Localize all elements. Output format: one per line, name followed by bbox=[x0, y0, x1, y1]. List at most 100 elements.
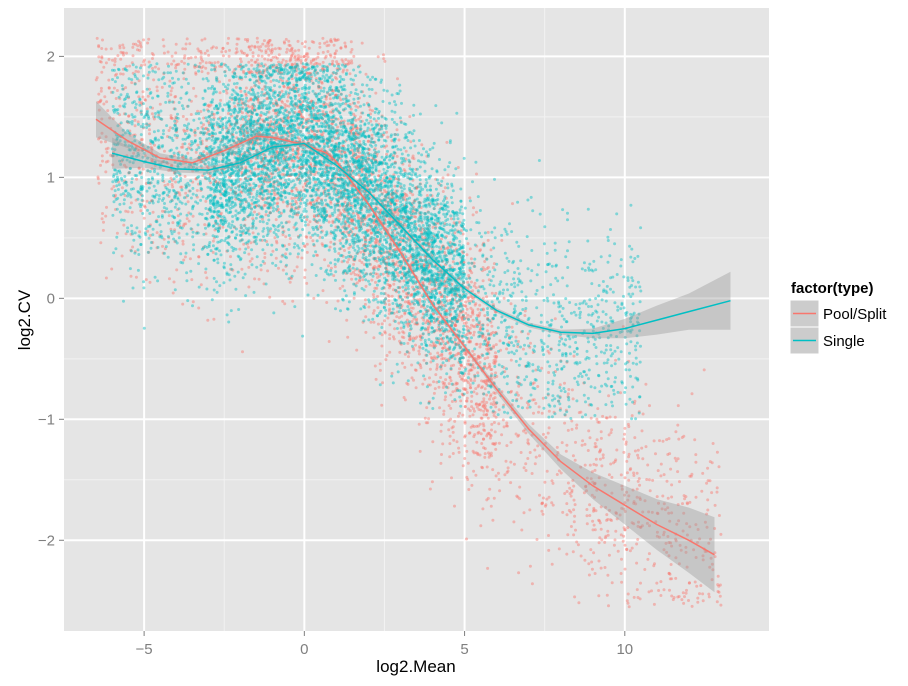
scatter-point bbox=[633, 436, 636, 439]
scatter-point bbox=[571, 489, 574, 492]
scatter-point bbox=[369, 321, 372, 324]
scatter-point bbox=[624, 544, 627, 547]
scatter-point bbox=[171, 87, 174, 90]
scatter-point bbox=[620, 533, 623, 536]
scatter-point bbox=[190, 278, 193, 281]
scatter-point bbox=[137, 40, 140, 43]
scatter-point bbox=[386, 136, 389, 139]
scatter-point bbox=[270, 44, 273, 47]
scatter-point bbox=[690, 475, 693, 478]
scatter-point bbox=[479, 343, 482, 346]
scatter-point bbox=[257, 46, 260, 49]
scatter-point bbox=[464, 301, 467, 304]
scatter-point bbox=[348, 94, 351, 97]
scatter-point bbox=[114, 57, 117, 60]
scatter-point bbox=[593, 524, 596, 527]
scatter-point bbox=[418, 423, 421, 426]
scatter-point bbox=[445, 141, 448, 144]
scatter-point bbox=[486, 273, 489, 276]
scatter-point bbox=[614, 416, 617, 419]
scatter-point bbox=[607, 604, 610, 607]
scatter-point bbox=[444, 208, 447, 211]
scatter-point bbox=[536, 538, 539, 541]
scatter-point bbox=[584, 443, 587, 446]
scatter-point bbox=[605, 513, 608, 516]
scatter-point bbox=[279, 47, 282, 50]
scatter-point bbox=[625, 460, 628, 463]
scatter-point bbox=[646, 558, 649, 561]
scatter-point bbox=[383, 319, 386, 322]
scatter-point bbox=[156, 86, 159, 89]
scatter-point bbox=[101, 160, 104, 163]
scatter-point bbox=[391, 295, 394, 298]
scatter-point bbox=[387, 299, 390, 302]
scatter-point bbox=[285, 60, 288, 63]
scatter-point bbox=[505, 347, 508, 350]
scatter-point bbox=[703, 368, 706, 371]
scatter-point bbox=[592, 528, 595, 531]
scatter-point bbox=[253, 211, 256, 214]
scatter-point bbox=[236, 43, 239, 46]
scatter-point bbox=[492, 391, 495, 394]
scatter-point bbox=[380, 404, 383, 407]
scatter-point bbox=[388, 323, 391, 326]
scatter-point bbox=[241, 350, 244, 353]
scatter-point bbox=[586, 514, 589, 517]
scatter-point bbox=[127, 114, 130, 117]
scatter-point bbox=[536, 385, 539, 388]
scatter-point bbox=[570, 525, 573, 528]
scatter-point bbox=[329, 246, 332, 249]
scatter-point bbox=[449, 435, 452, 438]
scatter-point bbox=[333, 56, 336, 59]
scatter-point bbox=[592, 507, 595, 510]
scatter-point bbox=[291, 197, 294, 200]
scatter-point bbox=[465, 450, 468, 453]
scatter-point bbox=[444, 398, 447, 401]
scatter-point bbox=[581, 439, 584, 442]
scatter-point bbox=[584, 464, 587, 467]
scatter-point bbox=[624, 476, 627, 479]
scatter-point bbox=[590, 561, 593, 564]
scatter-point bbox=[174, 51, 177, 54]
scatter-point bbox=[287, 40, 290, 43]
scatter-point bbox=[183, 62, 186, 65]
scatter-point bbox=[403, 396, 406, 399]
scatter-point bbox=[520, 451, 523, 454]
scatter-point bbox=[479, 524, 482, 527]
scatter-point bbox=[377, 55, 380, 58]
scatter-point bbox=[442, 413, 445, 416]
scatter-point bbox=[102, 229, 105, 232]
scatter-point bbox=[716, 486, 719, 489]
scatter-point bbox=[608, 473, 611, 476]
scatter-point bbox=[163, 52, 166, 55]
scatter-point bbox=[685, 592, 688, 595]
scatter-point bbox=[250, 199, 253, 202]
scatter-point bbox=[462, 379, 465, 382]
scatter-point bbox=[696, 601, 699, 604]
scatter-point bbox=[705, 482, 708, 485]
scatter-point bbox=[629, 467, 632, 470]
scatter-point bbox=[99, 100, 102, 103]
scatter-point bbox=[490, 325, 493, 328]
scatter-point bbox=[143, 63, 146, 66]
scatter-point bbox=[422, 359, 425, 362]
scatter-point bbox=[276, 198, 279, 201]
scatter-point bbox=[458, 451, 461, 454]
scatter-point bbox=[409, 140, 412, 143]
scatter-point bbox=[131, 211, 134, 214]
scatter-point bbox=[493, 414, 496, 417]
scatter-point bbox=[190, 113, 193, 116]
scatter-point bbox=[467, 488, 470, 491]
scatter-point bbox=[480, 417, 483, 420]
scatter-point bbox=[538, 494, 541, 497]
scatter-point bbox=[472, 213, 475, 216]
scatter-point bbox=[275, 257, 278, 260]
scatter-point bbox=[296, 265, 299, 268]
scatter-point bbox=[517, 385, 520, 388]
scatter-point bbox=[410, 364, 413, 367]
scatter-point bbox=[495, 343, 498, 346]
scatter-point bbox=[473, 379, 476, 382]
scatter-point bbox=[391, 372, 394, 375]
scatter-point bbox=[672, 598, 675, 601]
scatter-point bbox=[453, 398, 456, 401]
